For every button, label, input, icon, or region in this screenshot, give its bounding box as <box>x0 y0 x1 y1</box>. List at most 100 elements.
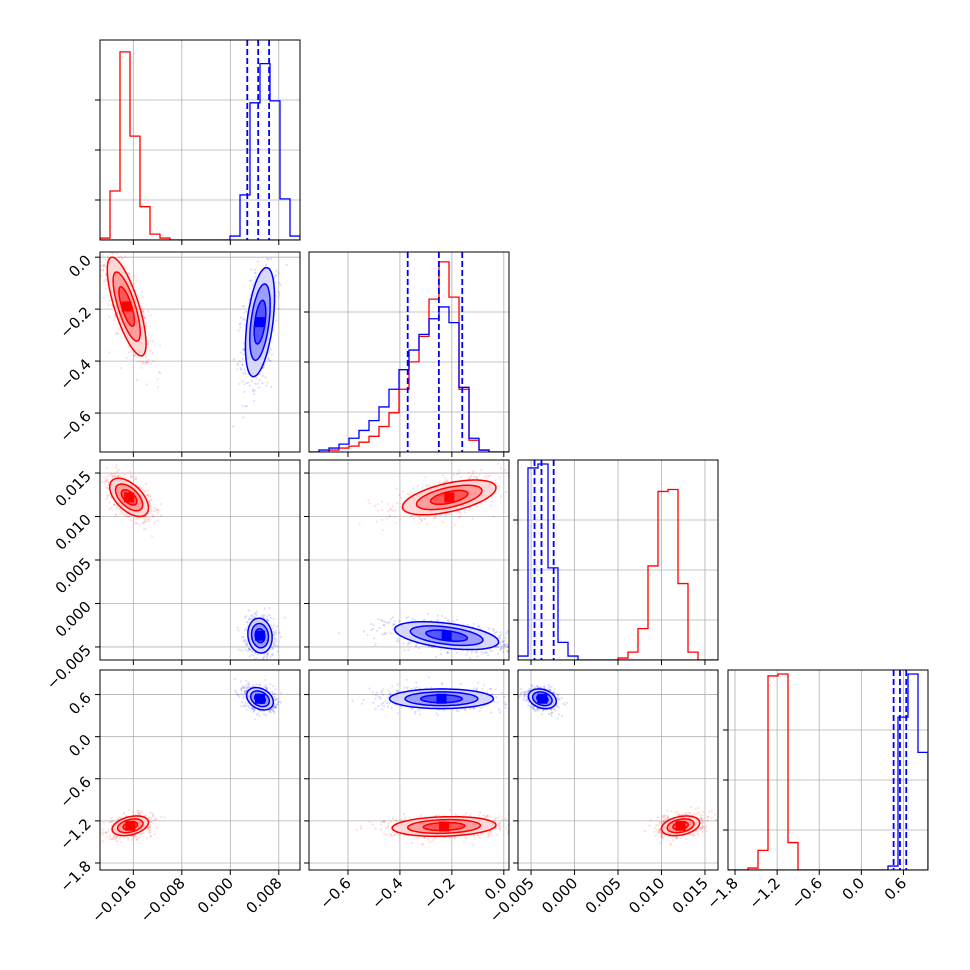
scatter-point <box>412 517 416 520</box>
scatter-point <box>151 351 154 354</box>
scatter-point <box>498 476 501 479</box>
scatter-point <box>113 318 116 321</box>
contour-line <box>244 266 276 378</box>
scatter-point <box>392 623 395 627</box>
scatter-point <box>138 522 141 525</box>
scatter-point <box>112 252 115 255</box>
scatter-point <box>129 518 132 521</box>
scatter-point <box>439 652 442 656</box>
scatter-point <box>275 644 278 647</box>
scatter-point <box>141 361 144 364</box>
scatter-point <box>277 296 280 299</box>
scatter-point <box>492 627 495 631</box>
scatter-point <box>285 263 288 266</box>
scatter-point <box>244 405 247 408</box>
scatter-point <box>497 636 500 639</box>
scatter-point <box>136 484 139 487</box>
scatter-point <box>275 269 278 272</box>
scatter-point <box>149 495 152 498</box>
scatter-point <box>100 275 103 278</box>
scatter-point <box>505 632 508 635</box>
scatter-point <box>265 384 268 387</box>
scatter-point <box>101 831 104 834</box>
histogram-blue <box>728 673 928 870</box>
scatter-point <box>485 476 488 479</box>
scatter-point <box>119 512 122 516</box>
scatter-point <box>112 834 115 837</box>
axes-frame <box>99 251 301 453</box>
panel-2-2 <box>513 459 719 665</box>
scatter-point <box>124 266 127 269</box>
scatter-point <box>147 342 150 345</box>
density-peak <box>444 492 455 503</box>
scatter-point <box>498 648 502 652</box>
scatter-point <box>263 652 266 656</box>
scatter-point <box>142 521 145 524</box>
scatter-point <box>144 520 147 523</box>
scatter-point <box>95 495 97 497</box>
scatter-point <box>262 657 265 660</box>
contour-line <box>409 625 484 647</box>
axes-frame <box>99 39 301 241</box>
scatter-point <box>387 622 390 625</box>
scatter-point <box>367 499 370 502</box>
scatter-point <box>243 311 246 314</box>
scatter-point <box>268 709 271 713</box>
scatter-point <box>363 630 366 633</box>
scatter-point <box>487 475 490 478</box>
y-tick-label: 0.005 <box>52 554 95 597</box>
scatter-point <box>245 642 248 645</box>
scatter-point <box>402 642 405 645</box>
scatter-point <box>251 650 254 654</box>
scatter-point <box>497 652 500 656</box>
scatter-point <box>144 324 148 328</box>
scatter-point <box>242 348 246 351</box>
y-tick-label: −0.005 <box>43 641 95 693</box>
scatter-point <box>274 633 277 636</box>
scatter-point <box>97 229 99 231</box>
scatter-point <box>492 515 495 519</box>
scatter-point <box>150 513 154 516</box>
scatter-point <box>127 836 130 839</box>
scatter-point <box>242 317 245 320</box>
scatter-point <box>254 652 257 655</box>
scatter-point <box>159 371 162 375</box>
scatter-point <box>145 837 149 840</box>
scatter-point <box>452 473 455 477</box>
scatter-point <box>102 230 104 232</box>
scatter-point <box>472 470 475 473</box>
scatter-point <box>272 644 276 647</box>
scatter-point <box>129 476 133 479</box>
scatter-point <box>405 616 408 620</box>
scatter-point <box>253 399 256 402</box>
scatter-point <box>115 332 118 335</box>
scatter-point <box>113 474 117 477</box>
scatter-point <box>273 202 275 204</box>
scatter-point <box>469 657 472 660</box>
scatter-point <box>242 686 245 689</box>
scatter-point <box>132 274 135 277</box>
scatter-point <box>132 835 135 838</box>
scatter-point <box>248 609 251 612</box>
scatter-point <box>499 631 502 634</box>
scatter-point <box>243 324 247 327</box>
scatter-point <box>153 521 156 525</box>
scatter-point <box>115 835 118 838</box>
scatter-point <box>256 653 259 656</box>
scatter-point <box>255 614 258 617</box>
scatter-point <box>407 616 410 619</box>
scatter-point <box>392 627 395 630</box>
scatter-point <box>135 478 138 481</box>
scatter-point <box>113 315 116 318</box>
scatter-point <box>272 642 275 645</box>
scatter-point <box>387 510 390 513</box>
scatter-point <box>257 386 260 389</box>
scatter-point <box>497 462 500 465</box>
scatter-point <box>413 618 416 622</box>
scatter-point <box>238 360 241 363</box>
scatter-point <box>269 348 272 351</box>
scatter-point <box>476 476 479 479</box>
scatter-point <box>466 623 469 626</box>
scatter-point <box>513 479 515 481</box>
scatter-point <box>146 361 149 364</box>
